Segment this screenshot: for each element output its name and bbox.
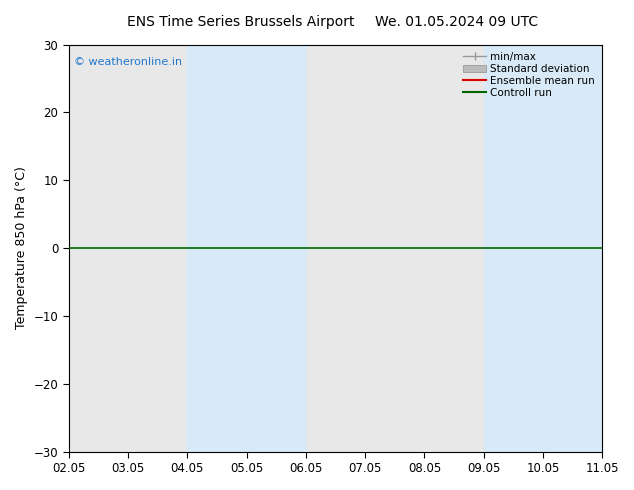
Text: ENS Time Series Brussels Airport: ENS Time Series Brussels Airport (127, 15, 354, 29)
Legend: min/max, Standard deviation, Ensemble mean run, Controll run: min/max, Standard deviation, Ensemble me… (461, 49, 597, 100)
Bar (484, 45, 632, 452)
Text: © weatheronline.in: © weatheronline.in (74, 57, 182, 67)
Y-axis label: Temperature 850 hPa (°C): Temperature 850 hPa (°C) (15, 167, 28, 329)
Text: We. 01.05.2024 09 UTC: We. 01.05.2024 09 UTC (375, 15, 538, 29)
Bar (187, 45, 306, 452)
